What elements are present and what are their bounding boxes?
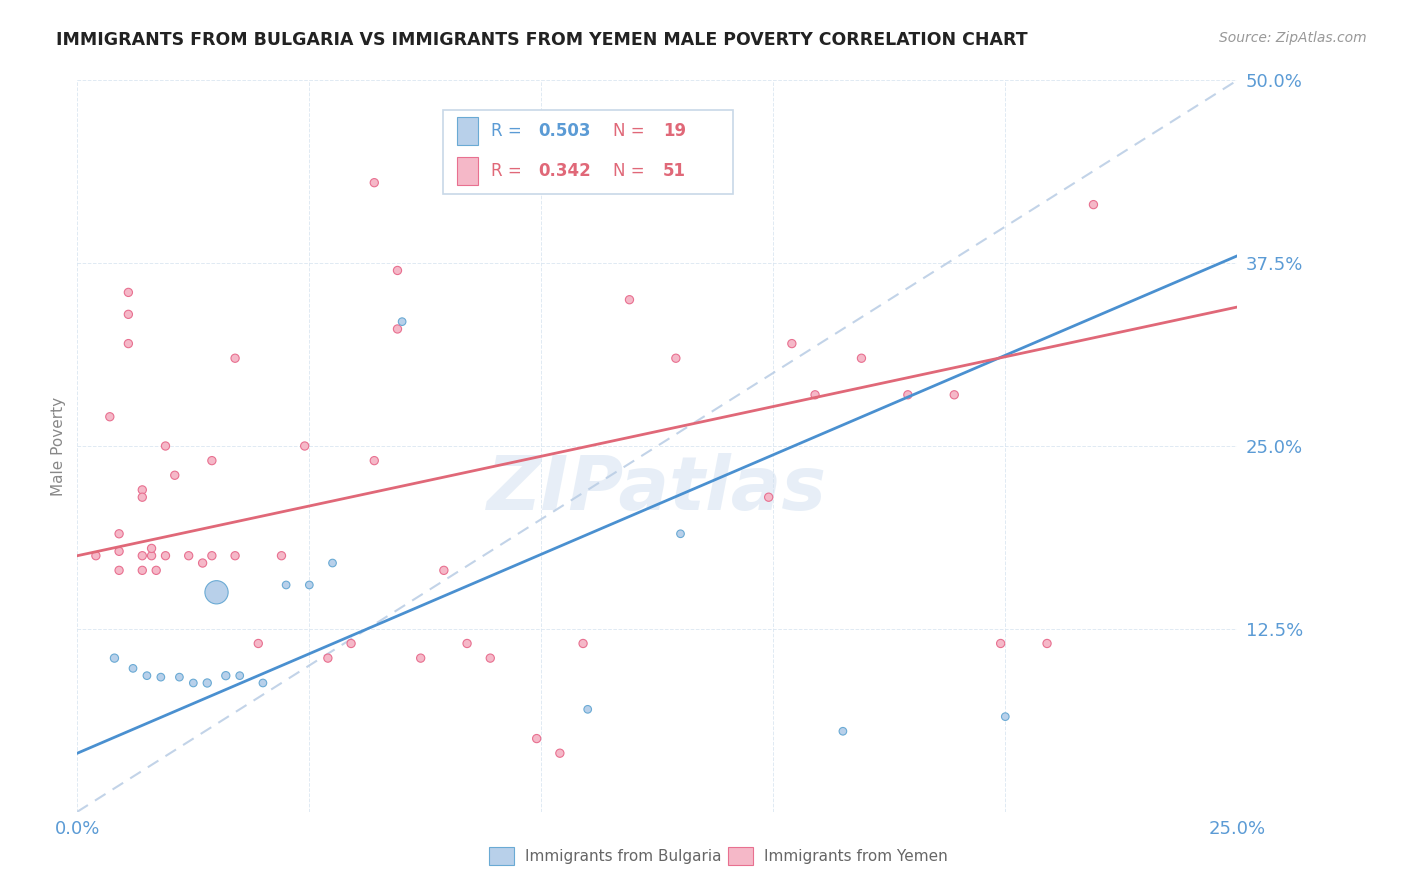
Text: R =: R = xyxy=(492,121,527,140)
Point xyxy=(135,668,157,682)
Point xyxy=(117,307,139,321)
Point xyxy=(433,563,456,577)
Point xyxy=(943,388,966,402)
Point xyxy=(191,556,214,570)
Point xyxy=(298,578,321,592)
Point xyxy=(270,549,292,563)
Point xyxy=(131,483,153,497)
Text: Immigrants from Bulgaria: Immigrants from Bulgaria xyxy=(526,849,721,863)
Point xyxy=(572,636,595,650)
Point xyxy=(804,388,827,402)
Point xyxy=(131,549,153,563)
Point xyxy=(131,563,153,577)
Bar xyxy=(457,157,478,185)
Point xyxy=(141,541,163,556)
Point xyxy=(897,388,920,402)
Point xyxy=(122,661,145,675)
Point xyxy=(145,563,167,577)
Point xyxy=(108,526,131,541)
Point xyxy=(1083,197,1105,211)
Point xyxy=(363,453,385,467)
Y-axis label: Male Poverty: Male Poverty xyxy=(51,396,66,496)
Point xyxy=(205,585,228,599)
Point xyxy=(84,549,107,563)
Text: 0.342: 0.342 xyxy=(538,162,591,180)
Point xyxy=(252,676,274,690)
Point xyxy=(215,668,238,682)
Point xyxy=(155,439,177,453)
Text: N =: N = xyxy=(613,121,650,140)
Point xyxy=(316,651,339,665)
Point xyxy=(201,453,224,467)
Text: 0.503: 0.503 xyxy=(538,121,591,140)
Text: Source: ZipAtlas.com: Source: ZipAtlas.com xyxy=(1219,31,1367,45)
Point xyxy=(363,176,385,190)
Point xyxy=(669,526,692,541)
Point xyxy=(201,549,224,563)
Point xyxy=(526,731,548,746)
Point xyxy=(294,439,316,453)
Text: ZIPatlas: ZIPatlas xyxy=(488,453,827,526)
Point xyxy=(851,351,873,366)
Point xyxy=(274,578,298,592)
Point xyxy=(163,468,186,483)
Point xyxy=(619,293,641,307)
Point xyxy=(391,315,413,329)
Point xyxy=(387,263,409,277)
FancyBboxPatch shape xyxy=(443,110,733,194)
Point xyxy=(177,549,200,563)
Point xyxy=(990,636,1012,650)
Point xyxy=(224,351,246,366)
Point xyxy=(456,636,478,650)
Point xyxy=(103,651,125,665)
Point xyxy=(149,670,172,684)
Point xyxy=(1036,636,1059,650)
Point xyxy=(108,563,131,577)
Point xyxy=(576,702,599,716)
Point xyxy=(141,549,163,563)
Point xyxy=(758,490,780,504)
Point xyxy=(247,636,270,650)
Point xyxy=(479,651,502,665)
Point xyxy=(108,544,131,558)
Point xyxy=(131,490,153,504)
Point xyxy=(224,549,246,563)
Point xyxy=(195,676,218,690)
Point xyxy=(780,336,803,351)
Point xyxy=(321,556,344,570)
Point xyxy=(169,670,191,684)
Point xyxy=(98,409,121,424)
Point xyxy=(832,724,855,739)
Text: 51: 51 xyxy=(664,162,686,180)
Point xyxy=(409,651,432,665)
Text: Immigrants from Yemen: Immigrants from Yemen xyxy=(765,849,948,863)
Text: N =: N = xyxy=(613,162,650,180)
Point xyxy=(548,746,571,760)
Point xyxy=(117,285,139,300)
Point xyxy=(155,549,177,563)
Text: R =: R = xyxy=(492,162,527,180)
Point xyxy=(228,668,252,682)
Point xyxy=(117,336,139,351)
Bar xyxy=(457,117,478,145)
Point xyxy=(387,322,409,336)
Point xyxy=(340,636,363,650)
Point xyxy=(994,709,1017,723)
Text: IMMIGRANTS FROM BULGARIA VS IMMIGRANTS FROM YEMEN MALE POVERTY CORRELATION CHART: IMMIGRANTS FROM BULGARIA VS IMMIGRANTS F… xyxy=(56,31,1028,49)
Point xyxy=(665,351,688,366)
Point xyxy=(183,676,205,690)
Text: 19: 19 xyxy=(664,121,686,140)
